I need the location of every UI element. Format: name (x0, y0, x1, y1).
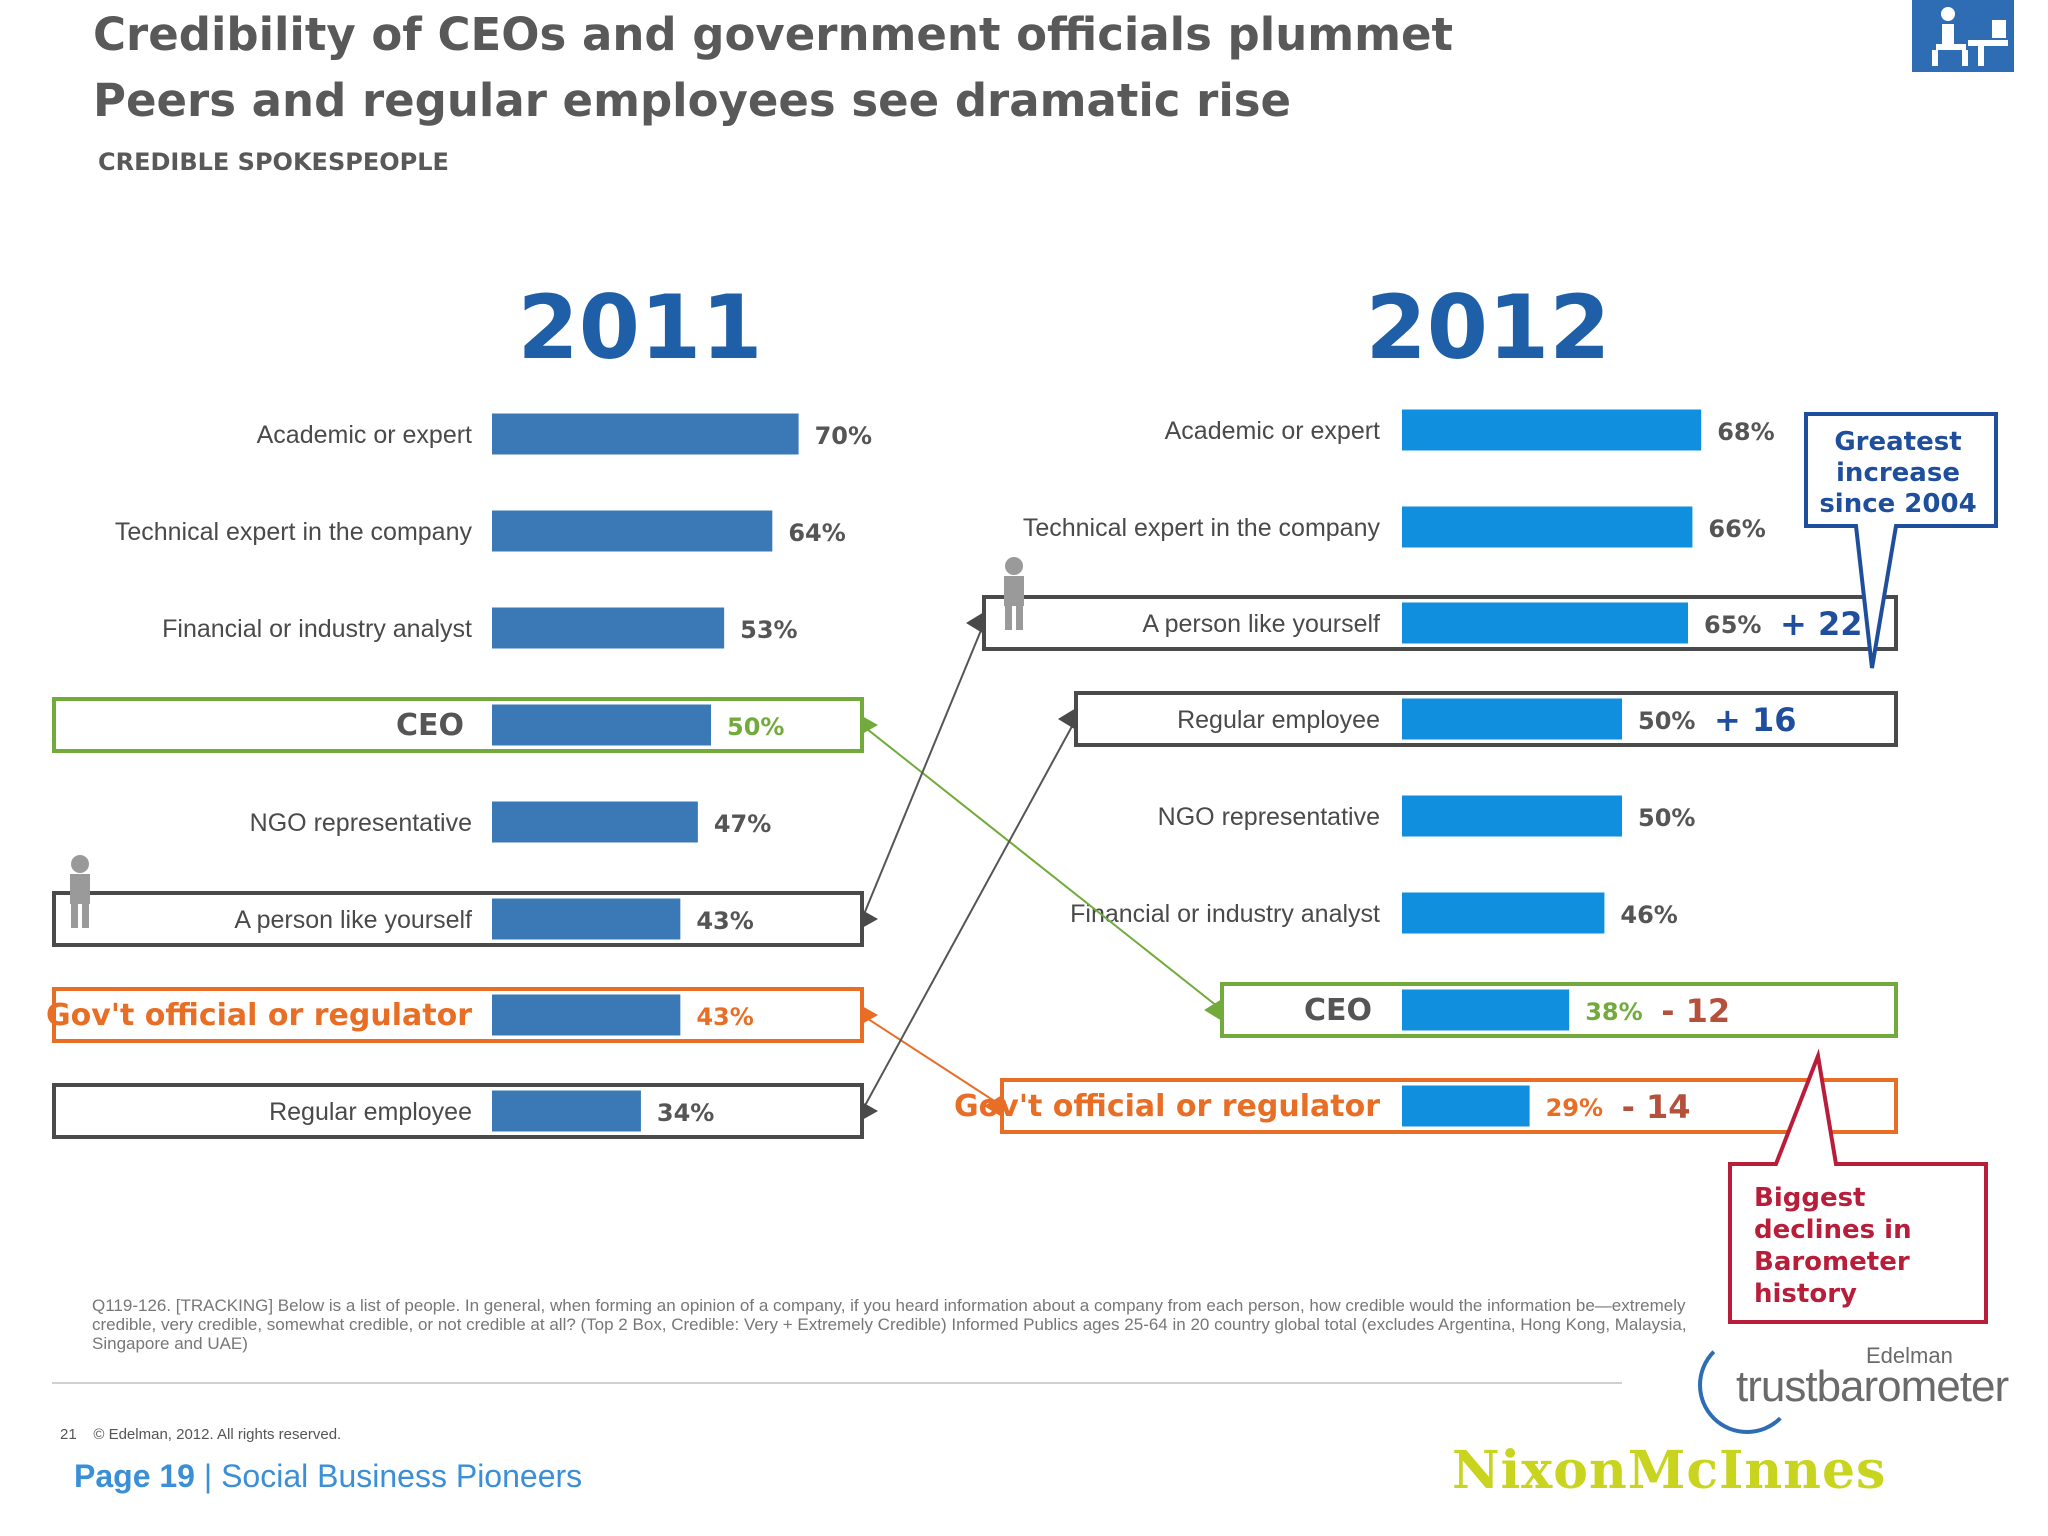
box-label-2012-6: CEO (1304, 993, 1372, 1028)
desk-icon (1912, 0, 2014, 72)
connector-6 (861, 1014, 1003, 1107)
person-icon (70, 855, 90, 928)
value-label-2011-4: 47% (714, 810, 771, 838)
biggest-declines-text-1: declines in (1754, 1215, 1912, 1245)
bar-2012-6 (1402, 989, 1570, 1031)
biggest-declines-callout-box (1728, 1048, 1988, 1324)
value-label-2012-7: 29% (1546, 1094, 1603, 1122)
bar-2011-3 (492, 704, 711, 746)
category-label-2011-2: Financial or industry analyst (162, 615, 472, 643)
value-label-2012-1: 66% (1708, 515, 1765, 543)
bar-2012-4 (1402, 795, 1622, 837)
biggest-declines-text-3: history (1754, 1279, 1857, 1309)
category-label-2012-2: A person like yourself (1142, 610, 1380, 638)
page-footer: Page 19 | Social Business Pioneers (74, 1458, 582, 1495)
biggest-declines-text-2: Barometer (1754, 1247, 1910, 1277)
connector-end-arrow-5 (966, 612, 984, 634)
bar-2011-6 (492, 994, 681, 1036)
year-label-2011: 2011 (518, 276, 763, 379)
box-label-2011-6: Gov't official or regulator (46, 998, 472, 1033)
connector-start-arrow-6 (862, 1006, 878, 1024)
value-label-2011-1: 64% (788, 519, 845, 547)
footer-divider (52, 1382, 1622, 1384)
copyright-text: © Edelman, 2012. All rights reserved. (93, 1426, 342, 1443)
change-label-2: + 22 (1780, 605, 1862, 643)
bar-2011-2 (492, 607, 725, 649)
highlight-box-2011-3 (52, 697, 864, 753)
change-label-6: - 12 (1661, 992, 1730, 1030)
connector-3 (861, 724, 1223, 1011)
trust-ring-icon (1698, 1336, 1796, 1434)
category-label-2012-3: Regular employee (1177, 706, 1380, 734)
trustbarometer-logo: trustbarometer (1736, 1362, 2009, 1411)
value-label-2012-4: 50% (1638, 804, 1695, 832)
bar-2012-0 (1402, 409, 1702, 451)
greatest-increase-text-2: since 2004 (1819, 489, 1976, 519)
category-label-2011-0: Academic or expert (257, 421, 472, 449)
connector-7 (861, 718, 1077, 1112)
bar-2012-3 (1402, 698, 1622, 740)
box-label-2011-3: CEO (396, 708, 464, 743)
footnote: Q119-126. [TRACKING] Below is a list of … (92, 1296, 1687, 1353)
category-label-2012-0: Academic or expert (1165, 417, 1380, 445)
value-label-2011-3: 50% (727, 713, 784, 741)
bar-2011-4 (492, 801, 698, 843)
bar-2011-7 (492, 1090, 641, 1132)
page-number: Page 19 (74, 1458, 195, 1494)
year-label-2012: 2012 (1366, 276, 1611, 379)
connector-start-arrow-3 (862, 716, 878, 734)
greatest-increase-text-0: Greatest (1834, 427, 1961, 457)
category-label-2011-7: Regular employee (269, 1098, 472, 1126)
person-icon (1004, 557, 1024, 630)
bar-2012-1 (1402, 506, 1693, 548)
value-label-2012-3: 50% (1638, 707, 1695, 735)
greatest-increase-text-1: increase (1836, 458, 1960, 488)
edelman-logo-text: Edelman (1866, 1343, 1953, 1368)
bar-2011-5 (492, 898, 681, 940)
connector-start-arrow-5 (862, 910, 878, 928)
connector-end-arrow-3 (1204, 999, 1222, 1021)
value-label-2012-0: 68% (1717, 418, 1774, 446)
connector-end-arrow-7 (1058, 708, 1076, 730)
bar-2012-2 (1402, 602, 1688, 644)
category-label-2011-1: Technical expert in the company (115, 518, 473, 546)
highlight-box-2011-5 (52, 891, 864, 947)
value-label-2011-7: 34% (657, 1099, 714, 1127)
category-label-2011-5: A person like yourself (234, 906, 472, 934)
value-label-2011-5: 43% (696, 907, 753, 935)
bar-2012-5 (1402, 892, 1605, 934)
copyright: 21 © Edelman, 2012. All rights reserved. (60, 1426, 341, 1443)
value-label-2011-2: 53% (740, 616, 797, 644)
value-label-2011-0: 70% (815, 422, 872, 450)
section-label: CREDIBLE SPOKESPEOPLE (98, 148, 449, 176)
bar-2012-7 (1402, 1085, 1530, 1127)
category-label-2012-1: Technical expert in the company (1023, 514, 1381, 542)
change-label-3: + 16 (1714, 701, 1796, 739)
value-label-2011-6: 43% (696, 1003, 753, 1031)
biggest-declines-text-0: Biggest (1754, 1183, 1866, 1213)
value-label-2012-5: 46% (1620, 901, 1677, 929)
page-footer-title: | Social Business Pioneers (194, 1458, 583, 1494)
value-label-2012-2: 65% (1704, 611, 1761, 639)
title-line-1: Credibility of CEOs and government offic… (93, 8, 1454, 61)
nixonmcinnes-logo: NixonMcInnes (1452, 1440, 1887, 1501)
connector-start-arrow-7 (862, 1102, 878, 1120)
category-label-2011-4: NGO representative (250, 809, 472, 837)
bar-2011-1 (492, 510, 773, 552)
title-line-2: Peers and regular employees see dramatic… (93, 74, 1292, 127)
greatest-increase-callout-box (1804, 412, 1998, 669)
connector-5 (861, 622, 985, 920)
bar-2011-0 (492, 413, 799, 455)
copyright-slide-number: 21 (60, 1426, 77, 1443)
category-label-2012-4: NGO representative (1158, 803, 1380, 831)
connector-end-arrow-6 (984, 1095, 1002, 1117)
value-label-2012-6: 38% (1585, 998, 1642, 1026)
change-label-7: - 14 (1622, 1088, 1691, 1126)
category-label-2012-5: Financial or industry analyst (1070, 900, 1380, 928)
box-label-2012-7: Gov't official or regulator (954, 1089, 1380, 1124)
